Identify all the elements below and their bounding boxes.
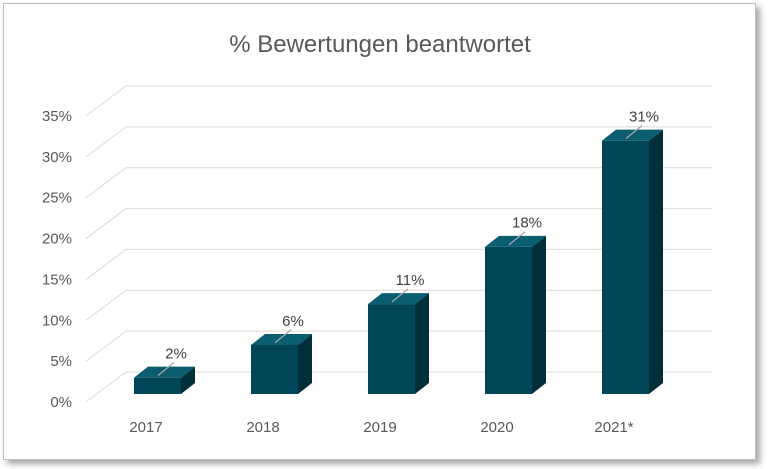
data-label-leader (274, 329, 292, 344)
bar-top (602, 129, 663, 141)
data-label-leader (625, 124, 643, 139)
y-tick-label: 0% (50, 394, 72, 411)
x-tick-label: 2021* (594, 419, 633, 436)
bar-top (368, 293, 429, 305)
data-label-leader (391, 288, 409, 303)
bar-front (134, 377, 181, 394)
gridline (85, 167, 712, 199)
bar-side (532, 235, 546, 394)
y-tick-label: 25% (42, 190, 72, 207)
bar-side (181, 366, 195, 394)
bar-top (485, 235, 546, 247)
y-tick-label: 10% (42, 312, 72, 329)
y-tick-label: 5% (50, 353, 72, 370)
x-tick-label: 2020 (480, 419, 513, 436)
gridline (85, 85, 712, 117)
bar-top (134, 366, 195, 378)
x-axis: 2017 2018 2019 2020 2021* (129, 419, 633, 436)
gridline (85, 208, 712, 239)
y-tick-label: 30% (42, 149, 72, 166)
data-label: 31% (629, 108, 659, 125)
x-tick-label: 2017 (129, 419, 162, 436)
data-label: 11% (396, 272, 425, 289)
bar-front (485, 246, 532, 394)
x-tick-label: 2019 (363, 419, 396, 436)
data-label-leader (508, 231, 526, 246)
bar-front (251, 344, 298, 394)
data-label: 18% (512, 215, 542, 232)
data-label: 6% (282, 313, 304, 330)
bar-front (368, 304, 415, 394)
data-label: 2% (165, 345, 187, 362)
bar: 6% (251, 313, 312, 394)
gridline (85, 126, 712, 158)
bar: 31% (602, 108, 663, 394)
bar: 18% (485, 215, 546, 394)
y-tick-label: 15% (42, 271, 72, 288)
bar-side (649, 129, 663, 394)
bars: 2% 6% 11% 18% 31% (134, 108, 663, 394)
chart-title: % Bewertungen beantwortet (229, 31, 531, 58)
x-tick-label: 2018 (246, 419, 279, 436)
y-axis: 0% 5% 10% 15% 20% 25% 30% 35% (42, 108, 72, 411)
bar: 11% (368, 272, 429, 394)
bar-front (602, 140, 649, 394)
bar-side (298, 333, 312, 394)
y-tick-label: 35% (42, 108, 72, 125)
y-tick-label: 20% (42, 231, 72, 248)
bar-side (415, 293, 429, 394)
bar: 2% (134, 345, 195, 394)
data-label-leader (157, 361, 175, 376)
bar-top (251, 333, 312, 345)
